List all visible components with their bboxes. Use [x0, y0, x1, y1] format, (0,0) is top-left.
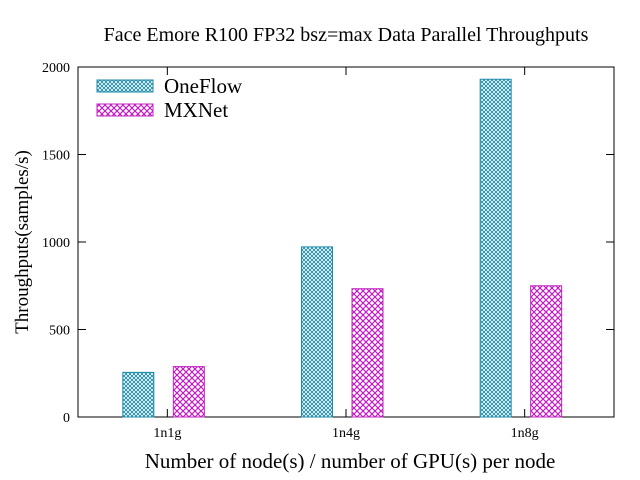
legend-label-oneflow: OneFlow: [164, 74, 243, 98]
bar-oneflow-1n8g: [479, 78, 512, 418]
bars: [122, 78, 563, 418]
y-axis-label: Throughputs(samples/s): [12, 150, 33, 334]
bar-mxnet-1n8g: [530, 285, 563, 418]
legend-swatch-mxnet: [96, 103, 154, 117]
bar-mxnet-1n1g: [172, 366, 205, 418]
y-tick-label: 2000: [42, 61, 70, 76]
y-tick-label: 1000: [42, 236, 70, 251]
x-tick-label: 1n8g: [511, 426, 539, 441]
x-tick-label: 1n4g: [332, 426, 360, 441]
bar-oneflow-1n1g: [122, 371, 155, 418]
y-tick-label: 500: [49, 324, 70, 339]
y-tick-label: 0: [63, 411, 70, 426]
x-axis-label: Number of node(s) / number of GPU(s) per…: [145, 449, 556, 473]
bar-oneflow-1n4g: [301, 246, 333, 418]
chart-title: Face Emore R100 FP32 bsz=max Data Parall…: [104, 24, 589, 46]
bar-mxnet-1n4g: [351, 288, 384, 418]
x-axis: 1n1g 1n4g 1n8g: [153, 67, 539, 441]
legend-swatch-oneflow: [96, 79, 154, 93]
y-tick-label: 1500: [42, 149, 70, 164]
x-tick-label: 1n1g: [153, 426, 181, 441]
legend-label-mxnet: MXNet: [164, 98, 228, 122]
y-axis: 0 500 1000 1500 2000: [42, 61, 614, 426]
